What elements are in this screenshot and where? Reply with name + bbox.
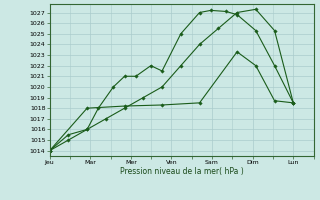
X-axis label: Pression niveau de la mer( hPa ): Pression niveau de la mer( hPa )	[120, 167, 244, 176]
